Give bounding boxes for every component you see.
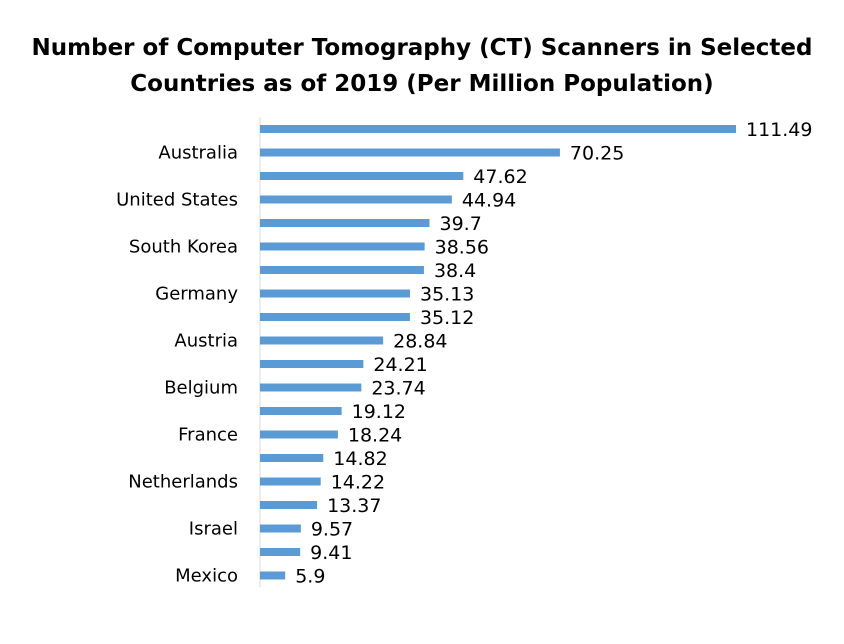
value-label: 44.94 [462,190,516,212]
bar [260,195,452,204]
bar [260,336,384,345]
bar [260,383,362,392]
category-label: Germany [155,284,238,305]
chart-title-line-1: Number of Computer Tomography (CT) Scann… [31,35,813,61]
bar [260,477,321,486]
value-label: 23.74 [371,378,425,400]
category-label: United States [116,190,238,211]
category-label: South Korea [129,237,238,258]
value-label: 9.41 [310,542,352,564]
category-label: Australia [158,143,238,164]
bar [260,148,560,157]
bar [260,548,301,556]
value-label: 14.22 [331,472,385,494]
value-label: 47.62 [473,166,527,188]
value-label: 35.13 [420,284,474,306]
chart-title-line-2: Countries as of 2019 (Per Million Popula… [130,71,714,97]
value-labels-group: 111.49 70.25 47.6244.9439.738.5638.435.133… [295,119,812,588]
value-label: 38.56 [435,237,489,259]
bar [260,125,736,133]
category-label: Austria [174,331,238,352]
chart-title: Number of Computer Tomography (CT) Scann… [0,30,844,102]
value-label: 24.21 [373,354,427,376]
bar [260,219,430,227]
bar [260,266,424,274]
bar [260,360,364,368]
bar [260,454,324,462]
category-labels-group: Australia United States South Korea Germany… [116,143,238,587]
category-label: Belgium [164,378,238,399]
bar [260,172,464,180]
category-label: Mexico [175,566,238,587]
bar [260,242,425,251]
value-label: 13.37 [327,495,381,517]
category-label: Netherlands [128,472,238,493]
category-label: Israel [189,519,238,540]
category-label: France [178,425,238,446]
value-label: 70.25 [570,143,624,165]
value-label: 28.84 [393,331,447,353]
bar [260,571,286,580]
value-label: 9.57 [311,519,353,541]
bar [260,407,342,415]
value-label: 39.7 [439,213,481,235]
value-label: 111.49 [746,119,812,141]
bar [260,289,410,298]
value-label: 38.4 [434,260,476,282]
bar [260,501,318,509]
value-label: 35.12 [420,307,474,329]
bar [260,430,338,439]
bar [260,524,301,533]
value-label: 5.9 [295,566,325,588]
bars-group [260,125,736,580]
value-label: 18.24 [348,425,402,447]
bar [260,313,410,321]
value-label: 19.12 [352,401,406,423]
value-label: 14.82 [333,448,387,470]
